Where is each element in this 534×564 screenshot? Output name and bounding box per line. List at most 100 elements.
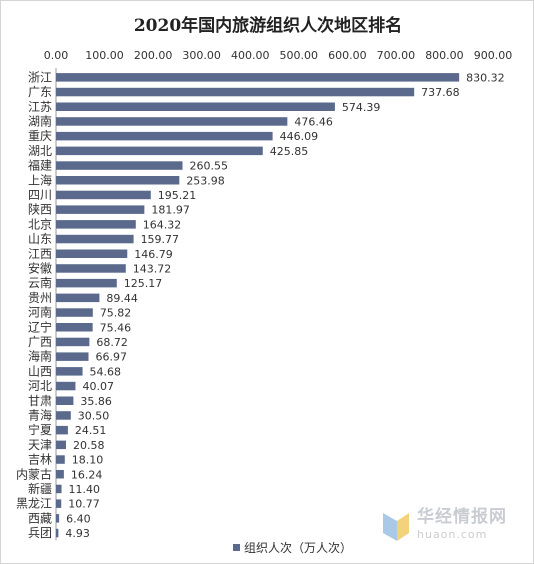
bar [56, 117, 288, 126]
data-label: 446.09 [280, 130, 319, 143]
bar [56, 323, 93, 332]
category-label: 广东 [28, 85, 52, 99]
category-label: 广西 [28, 335, 52, 349]
data-label: 830.32 [466, 71, 505, 84]
data-label: 125.17 [124, 277, 162, 290]
bar [56, 425, 68, 435]
category-label: 陕西 [28, 202, 52, 217]
category-label: 河南 [28, 305, 52, 320]
data-label: 18.10 [72, 454, 104, 467]
data-label: 68.72 [96, 336, 128, 349]
data-label: 574.39 [342, 101, 381, 114]
category-label: 江苏 [28, 100, 52, 114]
bar [56, 102, 335, 111]
category-label: 云南 [28, 275, 52, 290]
bar [56, 470, 64, 479]
bar [56, 131, 273, 141]
data-label: 146.79 [134, 248, 173, 261]
data-label: 195.21 [158, 189, 197, 202]
bar [56, 161, 183, 170]
bar [56, 411, 71, 420]
category-label: 甘肃 [28, 394, 52, 408]
bar [56, 87, 415, 97]
data-label: 66.97 [96, 351, 128, 364]
data-label: 476.46 [294, 115, 333, 128]
labels-layer: 浙江 830.32 广东 737.68 江苏 574.39 湖南 476.46 重庆 446.09… [16, 70, 505, 540]
category-label: 四川 [28, 188, 52, 202]
bar [56, 396, 74, 405]
chart-title: 2020年国内旅游组织人次地区排名 [133, 16, 403, 36]
category-label: 安徽 [28, 260, 52, 275]
bar [56, 220, 136, 229]
data-label: 260.55 [190, 160, 229, 173]
bar [56, 528, 59, 538]
bar [56, 205, 145, 214]
bar [56, 367, 83, 376]
axis-layer: 0.00 100.00 200.00 300.00 400.00 500.00 600.00… [44, 49, 513, 541]
category-label: 江西 [28, 247, 52, 261]
category-label: 宁夏 [28, 422, 52, 437]
watermark-text-cn: 华经情报网 [417, 506, 507, 527]
bar [56, 264, 126, 273]
data-label: 4.93 [65, 527, 90, 540]
category-label: 辽宁 [28, 319, 52, 334]
data-label: 164.32 [143, 218, 182, 231]
category-label: 重庆 [28, 129, 52, 143]
legend: 组织人次（万人次） [233, 539, 352, 556]
x-tick-label: 500.00 [280, 49, 319, 62]
x-tick-label: 200.00 [134, 49, 173, 62]
bar [56, 455, 65, 464]
category-label: 内蒙古 [16, 466, 52, 481]
data-label: 6.40 [66, 512, 91, 525]
bar [56, 278, 117, 288]
x-tick-label: 0.00 [44, 49, 69, 62]
data-label: 40.07 [82, 380, 114, 393]
data-label: 75.82 [100, 307, 132, 320]
x-tick-label: 600.00 [328, 49, 367, 62]
category-label: 黑龙江 [16, 497, 52, 511]
x-tick-label: 100.00 [85, 49, 124, 62]
data-label: 30.50 [78, 409, 110, 422]
category-label: 贵州 [28, 291, 52, 305]
category-label: 海南 [28, 349, 52, 364]
data-label: 16.24 [71, 468, 103, 481]
data-label: 10.77 [68, 498, 100, 511]
category-label: 上海 [28, 172, 52, 187]
data-label: 143.72 [133, 262, 172, 275]
bar [56, 381, 76, 391]
category-label: 吉林 [28, 453, 52, 467]
category-label: 新疆 [28, 481, 52, 496]
category-label: 青海 [28, 407, 52, 422]
x-tick-label: 900.00 [474, 49, 513, 62]
data-label: 75.46 [100, 321, 131, 334]
category-label: 山东 [28, 232, 52, 246]
data-label: 24.51 [75, 424, 107, 437]
bar [56, 440, 66, 450]
bar [56, 249, 128, 258]
category-label: 湖北 [28, 143, 52, 158]
category-label: 河北 [28, 379, 52, 393]
bar [56, 146, 263, 156]
x-tick-label: 800.00 [425, 49, 464, 62]
category-label: 湖南 [28, 113, 52, 128]
bar [56, 190, 151, 200]
bar [56, 484, 62, 494]
bar [56, 73, 460, 82]
data-label: 253.98 [186, 174, 225, 187]
category-label: 浙江 [28, 70, 52, 84]
watermark-logo-icon [383, 513, 409, 541]
legend-swatch [233, 544, 240, 551]
category-label: 西藏 [28, 511, 52, 525]
watermark: 华经情报网 huaon.com [381, 507, 507, 541]
x-tick-label: 300.00 [182, 49, 221, 62]
watermark-text-en: huaon.com [417, 527, 488, 541]
x-tick-label: 700.00 [377, 49, 416, 62]
data-label: 11.40 [69, 483, 101, 496]
data-label: 54.68 [90, 365, 122, 378]
data-label: 181.97 [151, 204, 190, 217]
bar [56, 352, 89, 361]
bar [56, 514, 60, 523]
bar [56, 308, 93, 317]
